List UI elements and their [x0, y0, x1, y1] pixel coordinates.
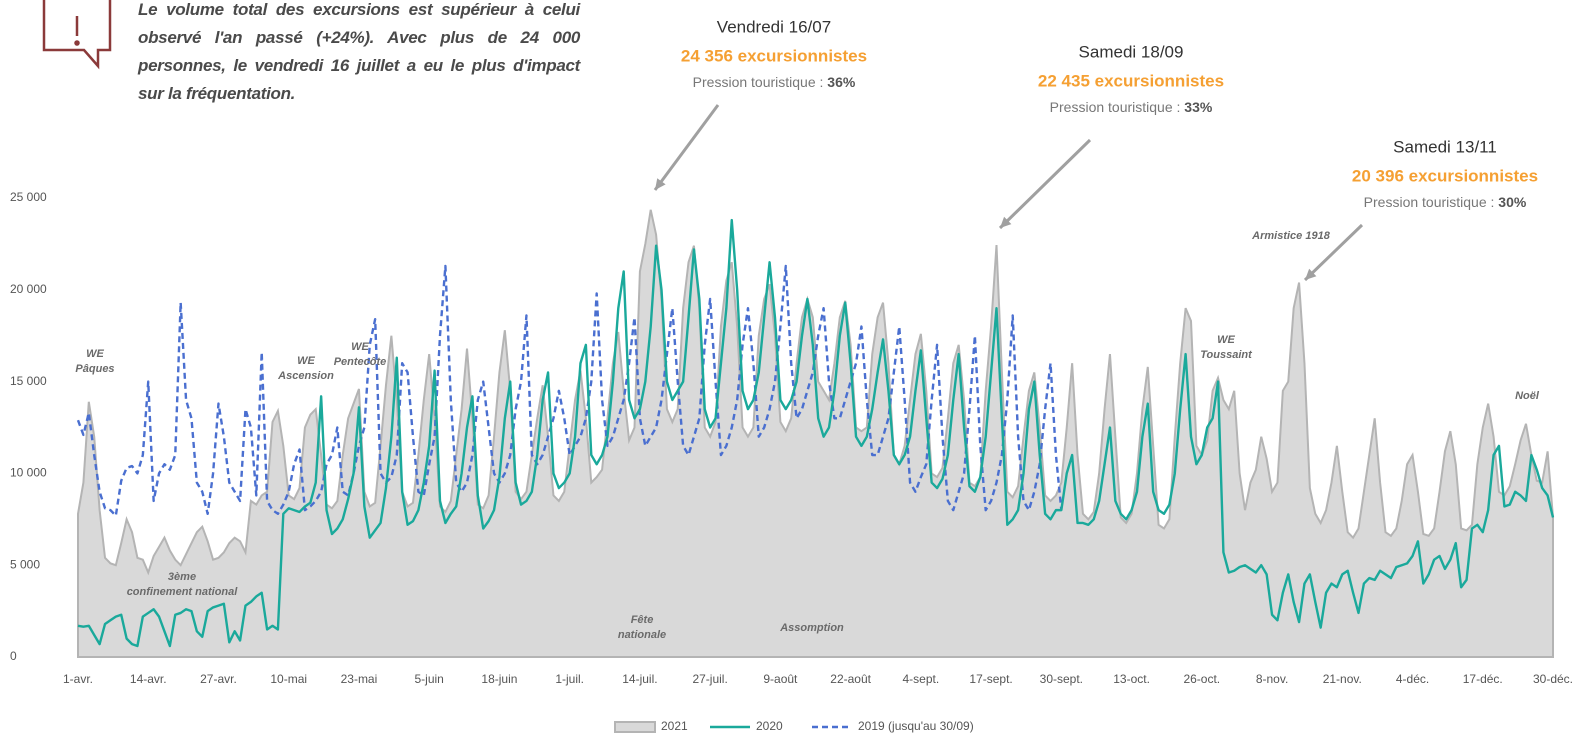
area-2021: [77, 209, 1554, 658]
pressure-value: 33%: [1184, 99, 1213, 115]
annotation: Armistice 1918: [1251, 230, 1331, 242]
arrow-head: [655, 178, 666, 190]
annotation-line: Pâques: [75, 363, 114, 375]
y-tick-label: 0: [10, 649, 17, 663]
y-tick-label: 20 000: [10, 282, 47, 296]
line-dashed: [76, 264, 1063, 517]
callout-pressure: Pression touristique : 33%: [1050, 99, 1213, 115]
annotation-line: 3ème: [168, 571, 196, 583]
annotation-line: WE: [297, 355, 315, 367]
callout-date: Vendredi 16/07: [717, 17, 831, 36]
annotation-line: Noël: [1515, 390, 1540, 402]
x-tick-label: 1-juil.: [555, 672, 584, 686]
legend-swatch: [614, 721, 656, 733]
x-tick-label: 14-juil.: [622, 672, 657, 686]
x-tick-label: 22-août: [830, 672, 871, 686]
annotation-line: WE: [1217, 334, 1235, 346]
callout-pressure: Pression touristique : 30%: [1364, 194, 1527, 210]
annotation-line: confinement national: [127, 586, 239, 598]
annotation: Assomption: [779, 622, 844, 634]
line-solid: [77, 218, 1555, 648]
callout-arrow: [998, 138, 1092, 230]
pressure-value: 36%: [827, 74, 856, 90]
annotation-line: Fête: [631, 614, 654, 626]
callout-pressure: Pression touristique : 36%: [693, 74, 856, 90]
x-tick-label: 14-avr.: [130, 672, 167, 686]
callout-value: 22 435 excursionnistes: [1038, 71, 1224, 90]
annotation: 3ème confinement national: [127, 571, 239, 598]
x-tick-label: 18-juin: [481, 672, 517, 686]
annotation: WE Toussaint: [1200, 334, 1253, 361]
x-tick-label: 27-juil.: [692, 672, 727, 686]
annotation-line: Pentecôte: [334, 356, 387, 368]
annotation-line: nationale: [618, 629, 666, 641]
annotation-line: Ascension: [277, 370, 334, 382]
annotation: WE Pâques: [75, 348, 114, 375]
y-tick-label: 5 000: [10, 557, 40, 571]
x-tick-label: 21-nov.: [1323, 672, 1362, 686]
legend-label: 2021: [661, 719, 688, 733]
callout-date: Samedi 13/11: [1393, 137, 1497, 156]
arrow-head: [1000, 216, 1012, 228]
x-tick-label: 17-sept.: [969, 672, 1012, 686]
annotation: Noël: [1515, 390, 1540, 402]
x-tick-label: 27-avr.: [200, 672, 237, 686]
x-tick-label: 30-déc.: [1533, 672, 1573, 686]
x-tick-label: 10-mai: [270, 672, 307, 686]
x-tick-label: 23-mai: [341, 672, 378, 686]
pressure-value: 30%: [1498, 194, 1527, 210]
x-tick-label: 8-nov.: [1256, 672, 1288, 686]
y-tick-label: 25 000: [10, 190, 47, 204]
annotation: WE Ascension: [277, 355, 334, 382]
header-text: Le volume total des excursions est supér…: [138, 0, 580, 103]
callout-date: Samedi 18/09: [1079, 42, 1184, 61]
annotation-line: Assomption: [779, 622, 844, 634]
alert-icon: [42, 0, 112, 70]
x-tick-label: 4-sept.: [903, 672, 940, 686]
x-tick-label: 26-oct.: [1183, 672, 1220, 686]
x-tick-label: 30-sept.: [1040, 672, 1083, 686]
annotation: Fête nationale: [618, 614, 666, 641]
x-tick-label: 17-déc.: [1463, 672, 1503, 686]
annotation-line: Toussaint: [1200, 349, 1253, 361]
legend-label: 2020: [756, 719, 783, 733]
callout-value: 24 356 excursionnistes: [681, 46, 867, 65]
x-tick-label: 1-avr.: [63, 672, 93, 686]
annotation-line: WE: [86, 348, 104, 360]
legend-label: 2019 (jusqu'au 30/09): [858, 719, 974, 733]
pressure-label: Pression touristique :: [693, 74, 828, 90]
y-tick-label: 10 000: [10, 466, 47, 480]
arrow-head: [1305, 268, 1317, 280]
pressure-label: Pression touristique :: [1050, 99, 1185, 115]
callout-arrow: [653, 104, 720, 191]
x-tick-label: 4-déc.: [1396, 672, 1429, 686]
x-tick-label: 9-août: [763, 672, 798, 686]
pressure-label: Pression touristique :: [1364, 194, 1499, 210]
annotation: WE Pentecôte: [334, 341, 387, 368]
callout-value: 20 396 excursionnistes: [1352, 166, 1538, 185]
y-tick-label: 15 000: [10, 374, 47, 388]
callout-arrow: [1303, 223, 1364, 282]
annotation-line: Armistice 1918: [1251, 230, 1331, 242]
annotation-line: WE: [351, 341, 369, 353]
x-tick-label: 13-oct.: [1113, 672, 1150, 686]
x-tick-label: 5-juin: [415, 672, 444, 686]
